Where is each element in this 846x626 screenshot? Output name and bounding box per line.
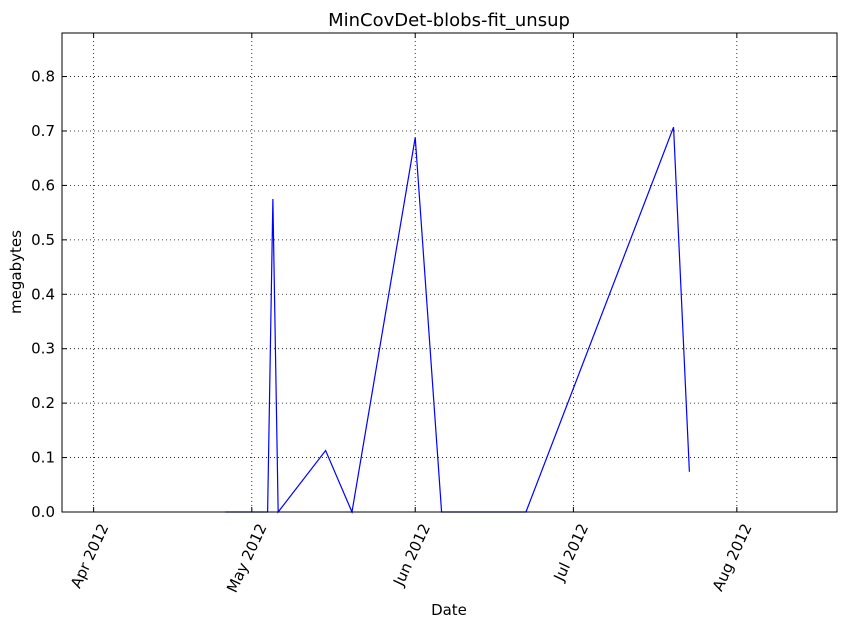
y-tick-label: 0.6 xyxy=(31,176,55,194)
y-tick-label: 0.2 xyxy=(31,394,55,412)
y-tick-label: 0.3 xyxy=(31,340,55,358)
x-tick-label: Jun 2012 xyxy=(389,521,434,590)
x-tick-label: Aug 2012 xyxy=(709,521,756,594)
x-tick-label: Jul 2012 xyxy=(550,521,593,585)
grid xyxy=(62,33,837,513)
x-tick-label: May 2012 xyxy=(223,521,271,596)
y-tick-label: 0.5 xyxy=(31,231,55,249)
plot-frame xyxy=(61,32,838,513)
x-axis-label: Date xyxy=(431,601,467,619)
y-tick-label: 0.7 xyxy=(31,122,55,140)
y-tick-label: 0.0 xyxy=(31,503,55,521)
y-tick-label: 0.8 xyxy=(31,68,55,86)
series-layer xyxy=(225,126,690,515)
series-line xyxy=(225,126,690,515)
x-tick-label: Apr 2012 xyxy=(67,521,112,591)
y-tick-label: 0.1 xyxy=(31,449,55,467)
chart-title: MinCovDet-blobs-fit_unsup xyxy=(328,10,570,31)
ticks: 0.0 0.1 0.2 0.3 0.4 0.5 0.6 0.7 0.8 Apr 2012 May 2… xyxy=(31,33,837,595)
y-axis-label: megabytes xyxy=(7,230,25,314)
y-tick-label: 0.4 xyxy=(31,285,55,303)
